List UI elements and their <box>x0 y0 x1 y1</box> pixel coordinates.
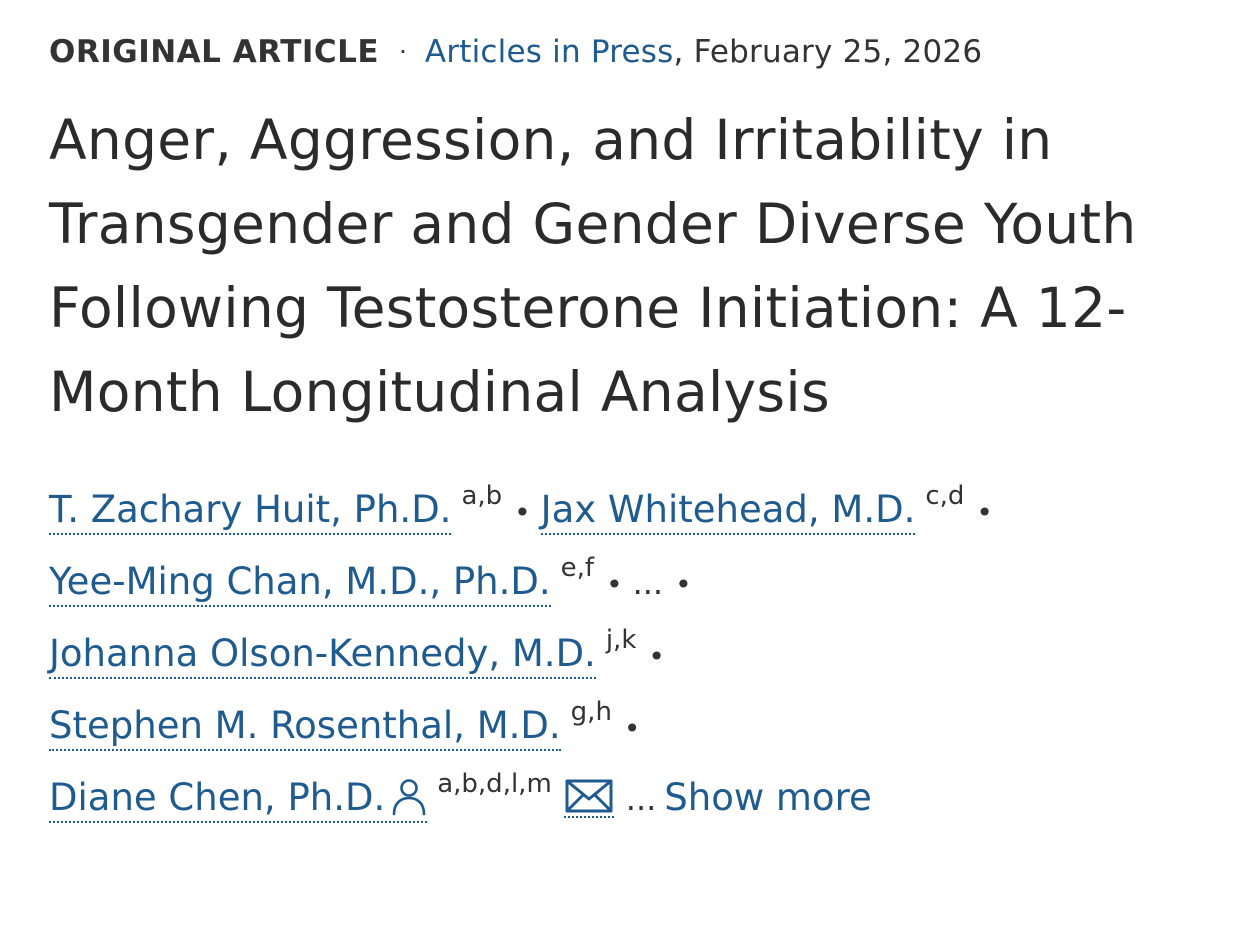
author-separator: • <box>976 496 993 529</box>
author-separator: • <box>675 568 692 601</box>
author-row: Johanna Olson-Kennedy, M.D. j,k • <box>49 604 1220 679</box>
author-separator: • <box>606 568 623 601</box>
author-link[interactable]: Stephen M. Rosenthal, M.D. <box>49 704 561 751</box>
author-link[interactable]: T. Zachary Huit, Ph.D. <box>49 488 452 535</box>
author-separator: • <box>514 496 531 529</box>
author-separator: • <box>623 712 641 745</box>
author-affiliations: j,k <box>605 625 637 655</box>
author-row: T. Zachary Huit, Ph.D. a,b • Jax Whitehead,… <box>49 460 1220 535</box>
show-more-button[interactable]: Show more <box>664 776 872 819</box>
author-link[interactable]: Jax Whitehead, M.D. <box>540 488 916 535</box>
author-link[interactable]: Johanna Olson-Kennedy, M.D. <box>49 632 596 679</box>
corresponding-author-link[interactable]: Diane Chen, Ph.D. <box>49 776 428 823</box>
author-link[interactable]: Yee-Ming Chan, M.D., Ph.D. <box>49 560 551 607</box>
author-affiliations: e,f <box>560 553 595 583</box>
publication-date: , February 25, 2026 <box>673 34 983 70</box>
author-row: Yee-Ming Chan, M.D., Ph.D. e,f •... • <box>49 532 1220 607</box>
author-row: Stephen M. Rosenthal, M.D. g,h • <box>49 676 1220 751</box>
article-type: ORIGINAL ARTICLE <box>49 34 380 70</box>
hidden-authors-ellipsis: ... <box>632 564 664 602</box>
author-name: Diane Chen, Ph.D. <box>49 776 386 819</box>
show-more-ellipsis: ... <box>625 780 657 818</box>
author-list: T. Zachary Huit, Ph.D. a,b • Jax Whitehead,… <box>49 460 1220 823</box>
author-row: Diane Chen, Ph.D. a,b,d,l,m... Show more <box>49 748 1220 823</box>
author-separator: • <box>648 640 665 673</box>
person-icon <box>392 779 426 816</box>
articles-in-press-link[interactable]: Articles in Press <box>424 34 674 70</box>
email-author-button[interactable] <box>563 778 614 818</box>
author-affiliations: a,b,d,l,m <box>437 769 552 799</box>
author-affiliations: c,d <box>925 481 965 511</box>
article-title: Anger, Aggression, and Irritability in T… <box>49 108 1137 424</box>
author-affiliations: g,h <box>570 697 612 727</box>
meta-separator: · <box>399 38 407 66</box>
author-affiliations: a,b <box>461 481 503 511</box>
article-meta: ORIGINAL ARTICLE · Articles in Press, Febr… <box>49 30 1220 74</box>
mail-icon <box>565 779 613 813</box>
